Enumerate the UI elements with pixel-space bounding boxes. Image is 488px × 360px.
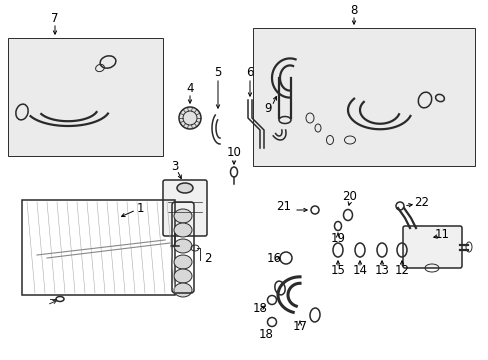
- Text: 1: 1: [136, 202, 143, 215]
- Text: 2: 2: [204, 252, 211, 265]
- Text: 22: 22: [414, 195, 428, 208]
- Ellipse shape: [174, 223, 192, 237]
- Text: 11: 11: [434, 228, 448, 240]
- Text: 6: 6: [246, 66, 253, 78]
- Ellipse shape: [179, 107, 201, 129]
- Ellipse shape: [174, 283, 192, 297]
- Text: 7: 7: [51, 12, 59, 24]
- Text: 8: 8: [349, 4, 357, 17]
- Text: 12: 12: [394, 264, 408, 276]
- Text: 18: 18: [258, 328, 273, 341]
- Ellipse shape: [174, 255, 192, 269]
- Text: 3: 3: [171, 159, 178, 172]
- Text: 18: 18: [252, 302, 267, 315]
- Text: 16: 16: [266, 252, 281, 265]
- Ellipse shape: [174, 269, 192, 283]
- FancyBboxPatch shape: [402, 226, 461, 268]
- Text: 21: 21: [276, 201, 291, 213]
- Ellipse shape: [177, 183, 193, 193]
- Text: 13: 13: [374, 264, 388, 276]
- Text: 17: 17: [292, 320, 307, 333]
- Text: 14: 14: [352, 264, 367, 276]
- Bar: [8, 38, 163, 156]
- Bar: [22, 200, 175, 295]
- Text: 19: 19: [330, 231, 345, 244]
- Text: 15: 15: [330, 264, 345, 276]
- FancyBboxPatch shape: [163, 180, 206, 236]
- Bar: [252, 28, 474, 166]
- Text: 4: 4: [186, 81, 193, 94]
- Ellipse shape: [174, 209, 192, 223]
- Text: 5: 5: [214, 66, 221, 78]
- Text: 9: 9: [264, 102, 271, 114]
- Ellipse shape: [174, 239, 192, 253]
- Text: 20: 20: [342, 189, 357, 202]
- Text: 10: 10: [226, 147, 241, 159]
